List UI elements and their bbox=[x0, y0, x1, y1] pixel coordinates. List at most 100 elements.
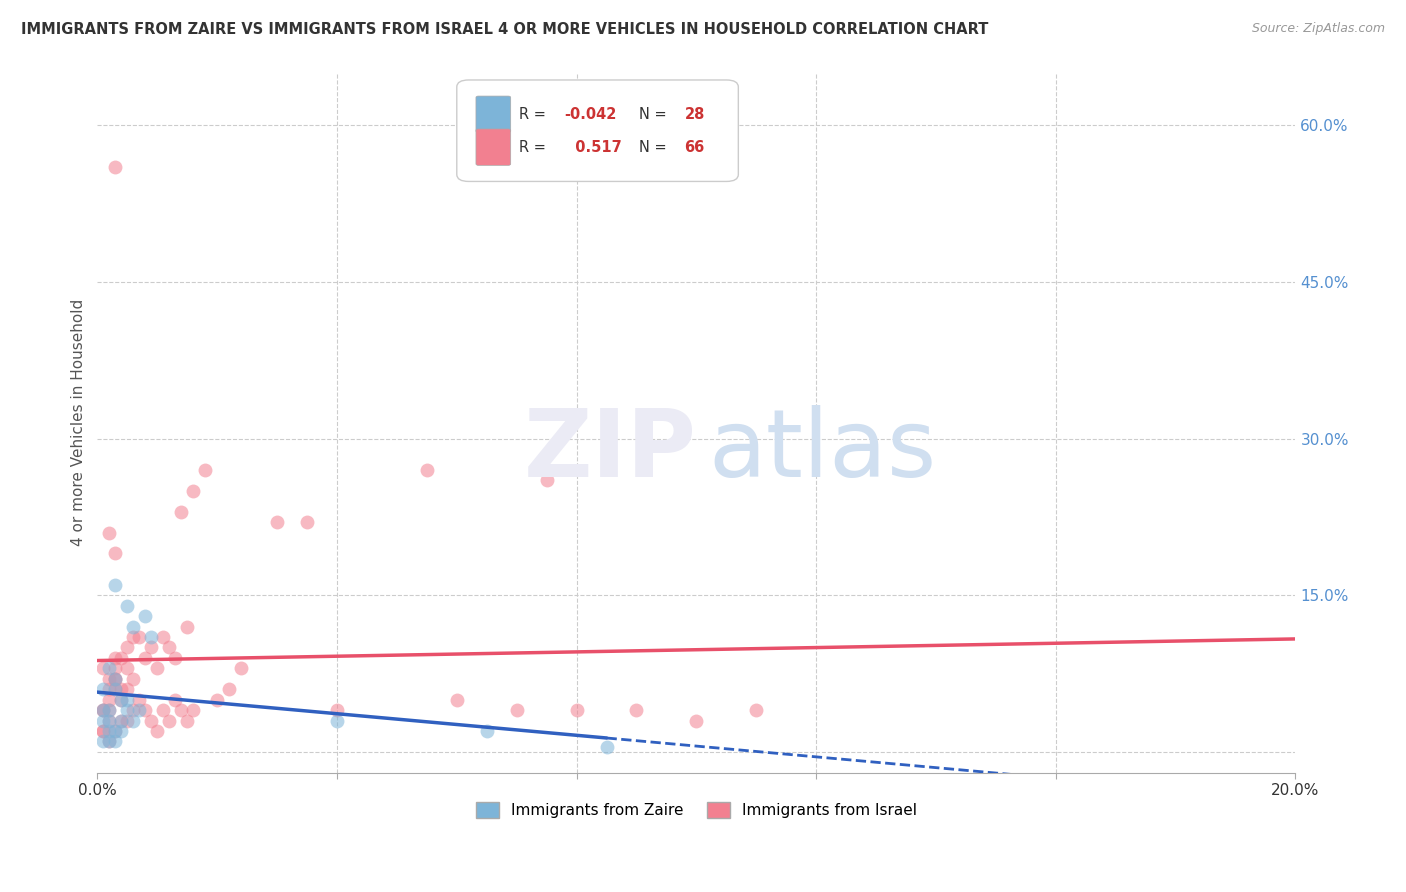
Text: 28: 28 bbox=[685, 107, 704, 122]
Point bbox=[93, 703, 115, 717]
Point bbox=[326, 703, 349, 717]
Point bbox=[104, 578, 127, 592]
Point bbox=[117, 714, 139, 728]
Point bbox=[98, 723, 121, 738]
Point bbox=[117, 682, 139, 697]
Point bbox=[181, 483, 204, 498]
Point bbox=[117, 703, 139, 717]
Text: N =: N = bbox=[638, 140, 671, 154]
Point bbox=[98, 661, 121, 675]
Text: 0.517: 0.517 bbox=[565, 140, 621, 154]
Point bbox=[98, 734, 121, 748]
Point bbox=[117, 599, 139, 613]
Point bbox=[98, 525, 121, 540]
Point bbox=[104, 651, 127, 665]
FancyBboxPatch shape bbox=[477, 129, 510, 165]
Y-axis label: 4 or more Vehicles in Household: 4 or more Vehicles in Household bbox=[72, 299, 86, 547]
Point bbox=[122, 630, 145, 644]
Point bbox=[110, 651, 132, 665]
Point bbox=[98, 703, 121, 717]
Point bbox=[104, 661, 127, 675]
Point bbox=[104, 160, 127, 174]
Point bbox=[117, 692, 139, 706]
Point bbox=[152, 703, 174, 717]
Text: IMMIGRANTS FROM ZAIRE VS IMMIGRANTS FROM ISRAEL 4 OR MORE VEHICLES IN HOUSEHOLD : IMMIGRANTS FROM ZAIRE VS IMMIGRANTS FROM… bbox=[21, 22, 988, 37]
Point bbox=[93, 734, 115, 748]
Point bbox=[152, 630, 174, 644]
Point bbox=[181, 703, 204, 717]
Point bbox=[104, 723, 127, 738]
Point bbox=[110, 692, 132, 706]
Point bbox=[104, 723, 127, 738]
Point bbox=[110, 692, 132, 706]
Text: -0.042: -0.042 bbox=[565, 107, 617, 122]
Point bbox=[110, 714, 132, 728]
Point bbox=[93, 682, 115, 697]
Point bbox=[134, 703, 156, 717]
Point bbox=[446, 692, 468, 706]
Point bbox=[565, 703, 588, 717]
Text: ZIP: ZIP bbox=[523, 405, 696, 497]
Point bbox=[98, 672, 121, 686]
Point bbox=[93, 661, 115, 675]
Point bbox=[141, 714, 163, 728]
Point bbox=[104, 672, 127, 686]
Text: atlas: atlas bbox=[709, 405, 936, 497]
Point bbox=[104, 734, 127, 748]
Text: R =: R = bbox=[519, 107, 551, 122]
Point bbox=[170, 505, 193, 519]
Point bbox=[595, 739, 617, 754]
Point bbox=[110, 714, 132, 728]
Text: Source: ZipAtlas.com: Source: ZipAtlas.com bbox=[1251, 22, 1385, 36]
Point bbox=[93, 714, 115, 728]
Point bbox=[157, 714, 180, 728]
Point bbox=[98, 692, 121, 706]
Point bbox=[165, 692, 187, 706]
Point bbox=[165, 651, 187, 665]
Point bbox=[104, 682, 127, 697]
Point bbox=[416, 463, 439, 477]
FancyBboxPatch shape bbox=[457, 80, 738, 181]
Point bbox=[128, 703, 150, 717]
Point bbox=[685, 714, 707, 728]
Point bbox=[93, 723, 115, 738]
Point bbox=[104, 546, 127, 560]
Point bbox=[134, 651, 156, 665]
Point bbox=[141, 640, 163, 655]
Text: N =: N = bbox=[638, 107, 671, 122]
Point bbox=[194, 463, 217, 477]
Point bbox=[266, 515, 288, 529]
Point bbox=[134, 609, 156, 624]
Point bbox=[98, 714, 121, 728]
Point bbox=[104, 672, 127, 686]
Point bbox=[146, 723, 169, 738]
Point bbox=[141, 630, 163, 644]
Point bbox=[505, 703, 527, 717]
Point bbox=[122, 703, 145, 717]
Point bbox=[176, 714, 198, 728]
Point bbox=[295, 515, 318, 529]
Point bbox=[128, 692, 150, 706]
Text: 66: 66 bbox=[685, 140, 704, 154]
Point bbox=[98, 734, 121, 748]
Point bbox=[122, 672, 145, 686]
Point bbox=[146, 661, 169, 675]
Point bbox=[475, 723, 498, 738]
Point bbox=[176, 619, 198, 633]
Point bbox=[104, 682, 127, 697]
Point bbox=[110, 682, 132, 697]
Point bbox=[626, 703, 648, 717]
Point bbox=[128, 630, 150, 644]
Point bbox=[157, 640, 180, 655]
Text: R =: R = bbox=[519, 140, 551, 154]
Point bbox=[104, 672, 127, 686]
Point bbox=[93, 723, 115, 738]
Point bbox=[536, 473, 558, 487]
Point bbox=[122, 714, 145, 728]
Point bbox=[117, 640, 139, 655]
Point bbox=[98, 703, 121, 717]
Point bbox=[122, 619, 145, 633]
Point bbox=[745, 703, 768, 717]
Point bbox=[117, 661, 139, 675]
Point bbox=[93, 703, 115, 717]
